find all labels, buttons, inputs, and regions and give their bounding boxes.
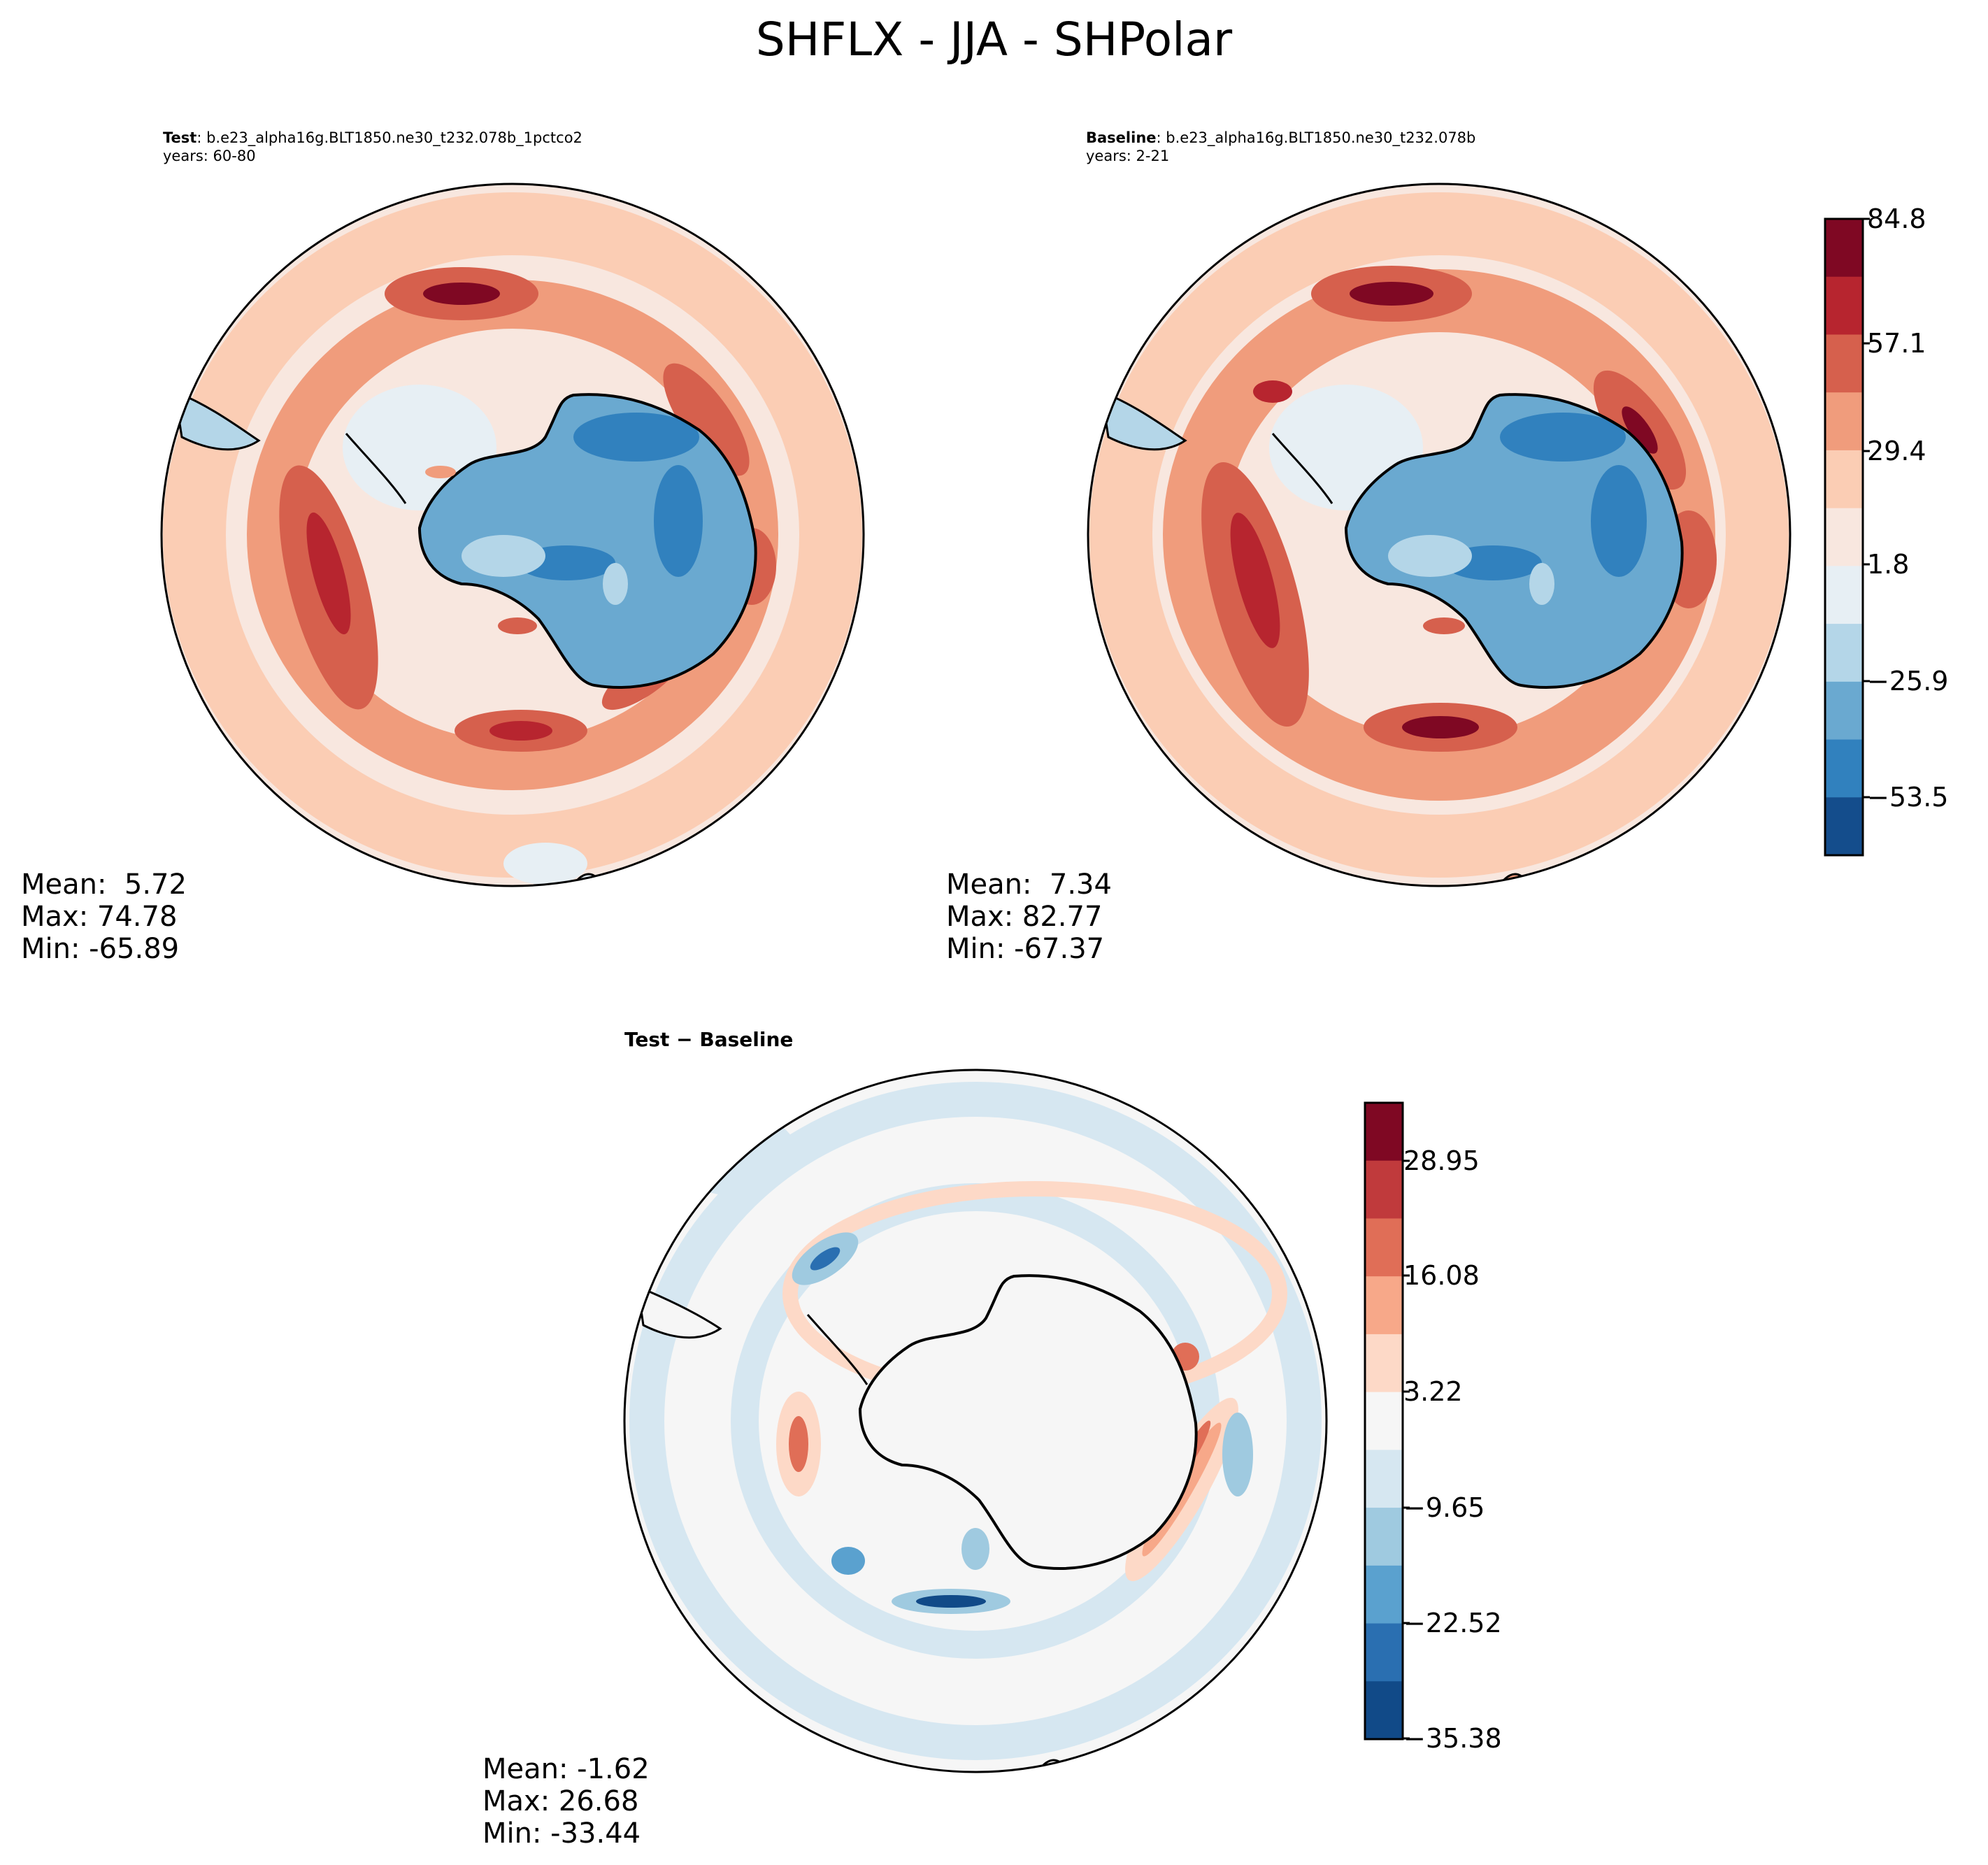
colorbar-segment (1825, 392, 1863, 451)
colorbar-segment (1365, 1392, 1403, 1450)
diff-colorbar-tick: 3.22 (1403, 1376, 1463, 1407)
colorbar-segment (1365, 1276, 1403, 1335)
colorbar-segment (1365, 1334, 1403, 1393)
colorbar-segment (1825, 334, 1863, 393)
main-colorbar-tick: 84.8 (1867, 203, 1926, 234)
diff-colorbar-tick: −35.38 (1403, 1723, 1502, 1754)
difference-stats: Mean: -1.62 Max: 26.68 Min: -33.44 (482, 1753, 650, 1850)
colorbar-segment (1825, 219, 1863, 278)
figure-title: SHFLX - JJA - SHPolar (755, 13, 1233, 66)
colorbar-segment (1825, 681, 1863, 741)
baseline-min: Min: -67.37 (946, 933, 1105, 965)
colorbar-segment (1365, 1218, 1403, 1277)
difference-mean: Mean: -1.62 (482, 1753, 650, 1785)
main-colorbar-tick: 57.1 (1867, 328, 1926, 359)
colorbar-segment (1365, 1450, 1403, 1508)
test-label-rest: : b.e23_alpha16g.BLT1850.ne30_t232.078b_… (196, 129, 582, 146)
colorbar-frame (1824, 217, 1864, 857)
diff-colorbar-tick: −9.65 (1403, 1492, 1485, 1523)
baseline-label-rest: : b.e23_alpha16g.BLT1850.ne30_t232.078b (1156, 129, 1476, 146)
colorbar-segment (1365, 1508, 1403, 1566)
difference-max: Max: 26.68 (482, 1785, 639, 1817)
baseline-max: Max: 82.77 (946, 901, 1103, 933)
colorbar-segment (1825, 450, 1863, 509)
difference-min: Min: -33.44 (482, 1817, 641, 1850)
colorbar-segment (1825, 508, 1863, 566)
diff-colorbar-tick: 16.08 (1403, 1260, 1480, 1291)
baseline-label-bold: Baseline (1086, 129, 1157, 146)
test-panel-header: Test: b.e23_alpha16g.BLT1850.ne30_t232.0… (163, 129, 582, 165)
baseline-panel-header: Baseline: b.e23_alpha16g.BLT1850.ne30_t2… (1086, 129, 1475, 165)
colorbar-frame (1364, 1101, 1404, 1741)
colorbar-segment (1365, 1103, 1403, 1162)
difference-map (623, 1069, 1328, 1773)
baseline-stats: Mean: 7.34 Max: 82.77 Min: -67.37 (946, 869, 1112, 965)
diff-colorbar-tick: 28.95 (1403, 1145, 1480, 1176)
main-colorbar-tick: −53.5 (1867, 782, 1949, 813)
colorbar-segment (1825, 797, 1863, 856)
difference-panel-header: Test − Baseline (624, 1028, 794, 1051)
test-mean: Mean: 5.72 (21, 869, 187, 901)
colorbar-segment (1825, 739, 1863, 798)
test-map (160, 183, 865, 887)
test-years: years: 60-80 (163, 148, 256, 164)
baseline-years: years: 2-21 (1086, 148, 1170, 164)
test-stats: Mean: 5.72 Max: 74.78 Min: -65.89 (21, 869, 187, 965)
main-colorbar-tick: 29.4 (1867, 436, 1926, 466)
main-colorbar-tick: −25.9 (1867, 666, 1949, 696)
colorbar-segment (1365, 1565, 1403, 1624)
baseline-mean: Mean: 7.34 (946, 869, 1112, 901)
colorbar-segment (1365, 1623, 1403, 1682)
test-min: Min: -65.89 (21, 933, 180, 965)
colorbar-segment (1825, 566, 1863, 624)
difference-colorbar (1364, 1101, 1410, 1741)
main-colorbar-tick: 1.8 (1867, 549, 1910, 580)
baseline-map (1087, 183, 1792, 887)
test-max: Max: 74.78 (21, 901, 178, 933)
main-colorbar (1824, 217, 1870, 857)
test-label-bold: Test (163, 129, 197, 146)
diff-colorbar-tick: −22.52 (1403, 1608, 1502, 1638)
colorbar-segment (1365, 1681, 1403, 1740)
colorbar-segment (1825, 276, 1863, 335)
colorbar-segment (1365, 1160, 1403, 1219)
colorbar-segment (1825, 624, 1863, 683)
